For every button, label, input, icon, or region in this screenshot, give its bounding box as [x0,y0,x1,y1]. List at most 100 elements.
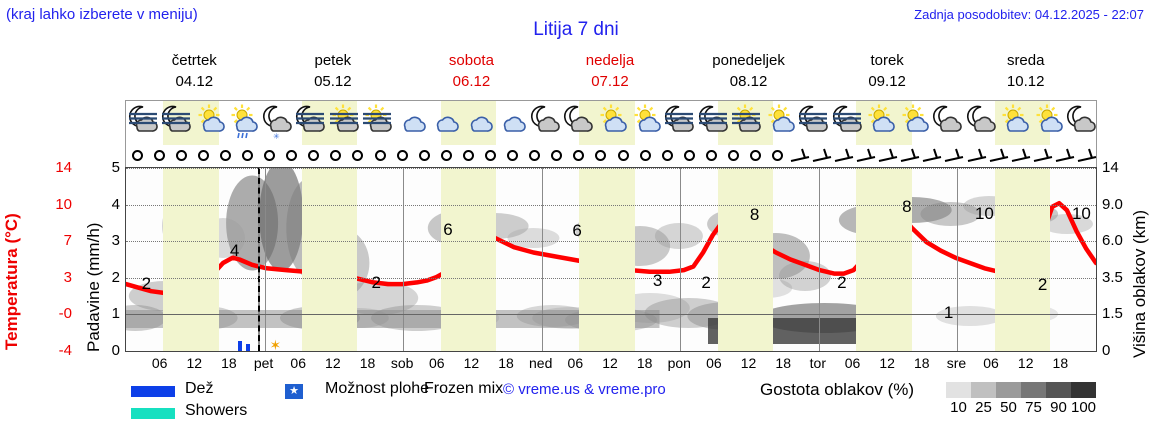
precipitation-tick: 5 [111,159,120,176]
weather-icon-cloud [429,102,460,144]
daylight-band [579,168,635,351]
wind-barb-symbol [1033,148,1052,162]
rain-swatch [131,386,175,397]
day-date: 06.12 [452,73,491,90]
day-separator [403,168,405,351]
wind-symbol-row [125,145,1097,167]
wind-barb-symbol [901,148,920,162]
weather-icon-sun-cloud [999,102,1030,144]
location-menu-note: (kraj lahko izberete v meniju) [6,6,198,23]
time-tick: 12 [1017,355,1034,371]
temperature-curve [126,200,1096,303]
weather-icon-fog-sun [731,102,761,144]
temperature-axis-title: Temperatura (°C) [2,213,21,350]
cloud-density-segment [1046,382,1071,398]
cloud-density-segment [1021,382,1046,398]
time-tick: 06 [567,355,584,371]
shower-chance-marker: ✶ [269,337,282,352]
day-separator [541,168,543,351]
time-tick: 18 [221,355,237,371]
wind-barb-symbol [790,148,809,162]
calm-wind-symbol [728,150,739,161]
day-header-1: četrtek 04.12 [126,50,263,96]
day-name: sobota [448,52,494,69]
calm-wind-symbol [219,150,231,161]
weather-icon-sun-cloud [195,102,225,144]
precipitation-tick: 3 [111,232,120,250]
weather-icon-fog-moon [128,102,158,144]
weather-icon-row: ✳ [125,100,1097,145]
weather-icon-sun-cloud [865,102,895,144]
temperature-tick: 3 [63,268,72,286]
gridline [126,168,1096,169]
temperature-value-label: 8 [749,204,760,224]
temperature-value-label: 2 [1037,275,1048,295]
precipitation-bar [237,341,242,351]
cloud-blob [920,202,981,226]
calm-wind-symbol [529,150,541,161]
day-name: torek [870,52,904,69]
weather-icon-fog-moon [698,102,728,144]
time-tick: 12 [602,355,618,371]
calm-wind-symbol [462,150,474,161]
time-tick: 12 [186,355,203,371]
weather-icon-fog-moon [161,102,192,144]
page-title: Litija 7 dni [533,19,619,40]
weather-icon-fog-sun [362,102,393,144]
day-name: nedelja [585,52,635,69]
time-tick: 12 [879,355,895,371]
weather-icon-moon-cloud-snow: ✳ [262,102,292,144]
calm-wind-symbol [573,150,585,161]
day-date: 10.12 [1006,73,1045,90]
temperature-value-label: 8 [902,197,912,217]
time-tick: 06 [151,355,168,371]
calm-wind-symbol [440,150,452,161]
time-tick: 06 [428,355,445,371]
time-tick: 18 [359,355,376,371]
precipitation-tick: 0 [111,342,120,359]
calm-wind-symbol [131,150,143,161]
wind-barb-symbol [989,148,1008,162]
cloud-blob [654,223,703,249]
cloud-height-tick: 9.0 [1102,195,1123,213]
daylight-band [440,168,496,351]
time-tick: 18 [913,355,930,371]
weather-icon-moon-cloud [563,102,594,144]
last-update-label: Zadnja posodobitev: 04.12.2025 - 22:07 [914,7,1144,22]
calm-wind-symbol [242,150,253,161]
weather-icon-cloud [396,102,426,144]
weather-icon-fog-moon [664,102,694,144]
wind-barb-symbol [834,148,854,162]
cloud-density-value: 100 [1070,399,1097,416]
day-separator [818,168,820,351]
calm-wind-symbol [197,150,209,161]
calm-wind-symbol [705,150,717,161]
calm-wind-symbol [286,150,298,161]
copyright-link[interactable]: © vreme.us & vreme.pro [503,381,666,398]
time-tick: 06 [290,355,306,371]
time-tick: tor [809,355,827,371]
temperature-value-label: 1 [943,302,954,322]
precipitation-bar [246,344,251,351]
day-header-7: sreda 10.12 [957,50,1094,96]
day-separator [680,168,682,351]
cloud-density-segment [996,382,1021,398]
weather-icon-cloud [463,102,493,144]
cloud-height-tick: 1.5 [1102,305,1123,323]
legend: Dež Showers ★ Možnost plohe Frozen mix ©… [0,380,1152,443]
showers-swatch [131,408,175,419]
weather-icon-moon-cloud [932,102,962,144]
time-tick: 12 [740,355,757,371]
cloud-density-segment [1071,382,1096,398]
wind-barb-symbol [967,148,986,162]
day-date: 05.12 [314,73,352,90]
day-name: četrtek [171,52,217,69]
time-tick: sob [390,355,414,371]
time-tick: 18 [775,355,791,371]
daylight-band [717,168,774,351]
precipitation-tick: 1 [111,305,120,323]
calm-wind-symbol [396,150,408,161]
precipitation-tick: 4 [111,195,120,213]
wind-barb-symbol [1055,148,1075,162]
time-tick: 12 [463,355,480,371]
